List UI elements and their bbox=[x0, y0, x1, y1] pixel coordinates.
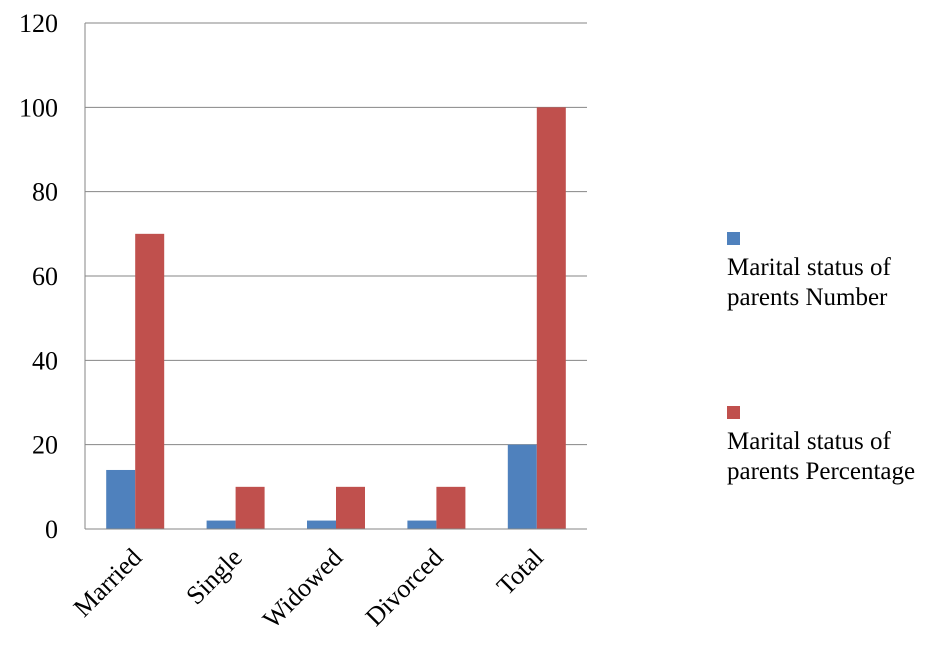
bar-percentage-widowed bbox=[336, 486, 365, 529]
x-tick-label: Married bbox=[68, 543, 148, 623]
x-axis-ticks: Married Single Widowed Divorced Total bbox=[68, 543, 549, 634]
y-tick-label: 120 bbox=[19, 9, 58, 38]
x-tick-label: Divorced bbox=[360, 543, 449, 632]
x-tick-label: Total bbox=[491, 543, 549, 601]
bar-percentage-divorced bbox=[436, 486, 466, 529]
bar-number-divorced bbox=[407, 520, 437, 529]
y-tick-label: 0 bbox=[45, 515, 58, 544]
y-tick-label: 60 bbox=[32, 262, 58, 291]
gridlines bbox=[85, 22, 587, 446]
bar-percentage-married bbox=[135, 233, 165, 530]
legend: Marital status of parents Number bbox=[727, 232, 927, 313]
x-tick-label: Widowed bbox=[257, 543, 348, 634]
bar-number-widowed bbox=[307, 520, 336, 529]
y-tick-label: 40 bbox=[32, 346, 58, 375]
y-tick-label: 20 bbox=[32, 431, 58, 460]
bar-percentage-total bbox=[536, 107, 566, 529]
legend-swatch-number bbox=[727, 232, 740, 245]
bar-percentage-single bbox=[235, 486, 265, 529]
y-axis-ticks: 0 20 40 60 80 100 120 bbox=[19, 9, 58, 544]
y-tick-label: 100 bbox=[19, 93, 58, 122]
legend-label-percentage: Marital status of parents Percentage bbox=[727, 428, 916, 485]
bar-number-total bbox=[507, 444, 537, 529]
axes bbox=[84, 23, 587, 530]
x-tick-label: Single bbox=[180, 543, 247, 610]
legend-label-number: Marital status of parents Number bbox=[727, 254, 891, 311]
legend-item-percentage: Marital status of parents Percentage bbox=[727, 406, 927, 487]
legend-swatch-percentage bbox=[727, 406, 740, 419]
y-tick-label: 80 bbox=[32, 178, 58, 207]
bar-number-married bbox=[106, 469, 136, 529]
bar-number-single bbox=[206, 520, 236, 529]
bars bbox=[106, 107, 566, 530]
